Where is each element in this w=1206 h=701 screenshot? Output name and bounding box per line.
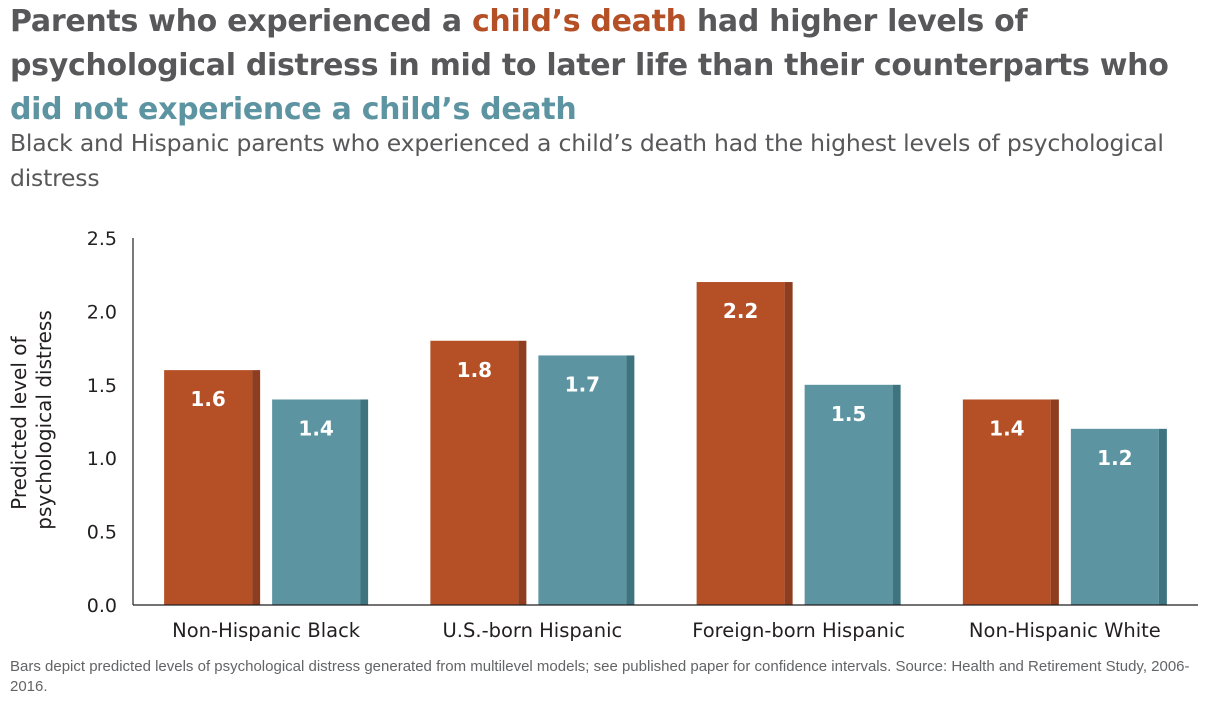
category-label: U.S.-born Hispanic [443,619,623,642]
bar-edge [784,282,793,605]
bar-value-label: 1.4 [989,416,1024,440]
chart-subtitle: Black and Hispanic parents who experienc… [10,129,1164,192]
category-label: Non-Hispanic Black [172,619,361,642]
y-axis-ticks: 0.0 0.5 1.0 1.5 2.0 2.5 [87,228,117,617]
bar-edge [892,384,901,605]
bar [272,399,361,605]
bar-value-label: 1.8 [457,358,492,382]
y-axis-label-line-2: psychological distress [32,310,56,530]
bar-value-label: 1.5 [831,402,866,426]
bar [1070,428,1159,605]
bar-edge [1050,399,1059,605]
bar-edge [360,399,369,605]
chart-title: Parents who experienced a child’s death … [10,0,1205,132]
y-tick-label: 2.0 [87,301,117,323]
y-tick-label: 1.5 [87,375,117,397]
bars: 1.6 1.4 1.8 1.7 2.2 1.5 1.4 1.2 [164,282,1167,605]
bar-value-label: 1.2 [1097,446,1132,470]
y-tick-label: 2.5 [87,228,117,250]
footnote: Bars depict predicted levels of psycholo… [10,658,1190,695]
bar-edge [518,340,527,605]
category-labels: Non-Hispanic Black U.S.-born Hispanic Fore… [172,619,1161,642]
bar-edge [626,355,635,605]
bar [962,399,1051,605]
title-part-2: had higher levels of psychological distr… [10,4,1169,83]
y-tick-label: 0.5 [87,522,117,544]
title-highlight-no-child-death: did not experience a child’s death [10,92,577,127]
bar [538,355,627,605]
bar [696,282,785,605]
bar-edge [252,370,261,605]
bar-value-label: 2.2 [723,299,758,323]
bar-value-label: 1.6 [190,387,225,411]
bar-edge [1158,428,1167,605]
y-tick-label: 0.0 [87,595,117,617]
title-part-1: Parents who experienced a [10,4,472,39]
y-axis-label: Predicted level of psychological distres… [7,310,56,530]
bar [804,384,893,605]
bar-value-label: 1.7 [565,372,600,396]
bar-chart: Predicted level of psychological distres… [7,228,1198,642]
bar [430,340,519,605]
y-axis-label-line-1: Predicted level of [7,336,31,510]
bar [164,370,253,605]
title-highlight-child-death: child’s death [471,4,687,39]
category-label: Foreign-born Hispanic [692,619,905,642]
y-tick-label: 1.0 [87,448,117,470]
category-label: Non-Hispanic White [969,619,1161,642]
bar-value-label: 1.4 [298,416,333,440]
